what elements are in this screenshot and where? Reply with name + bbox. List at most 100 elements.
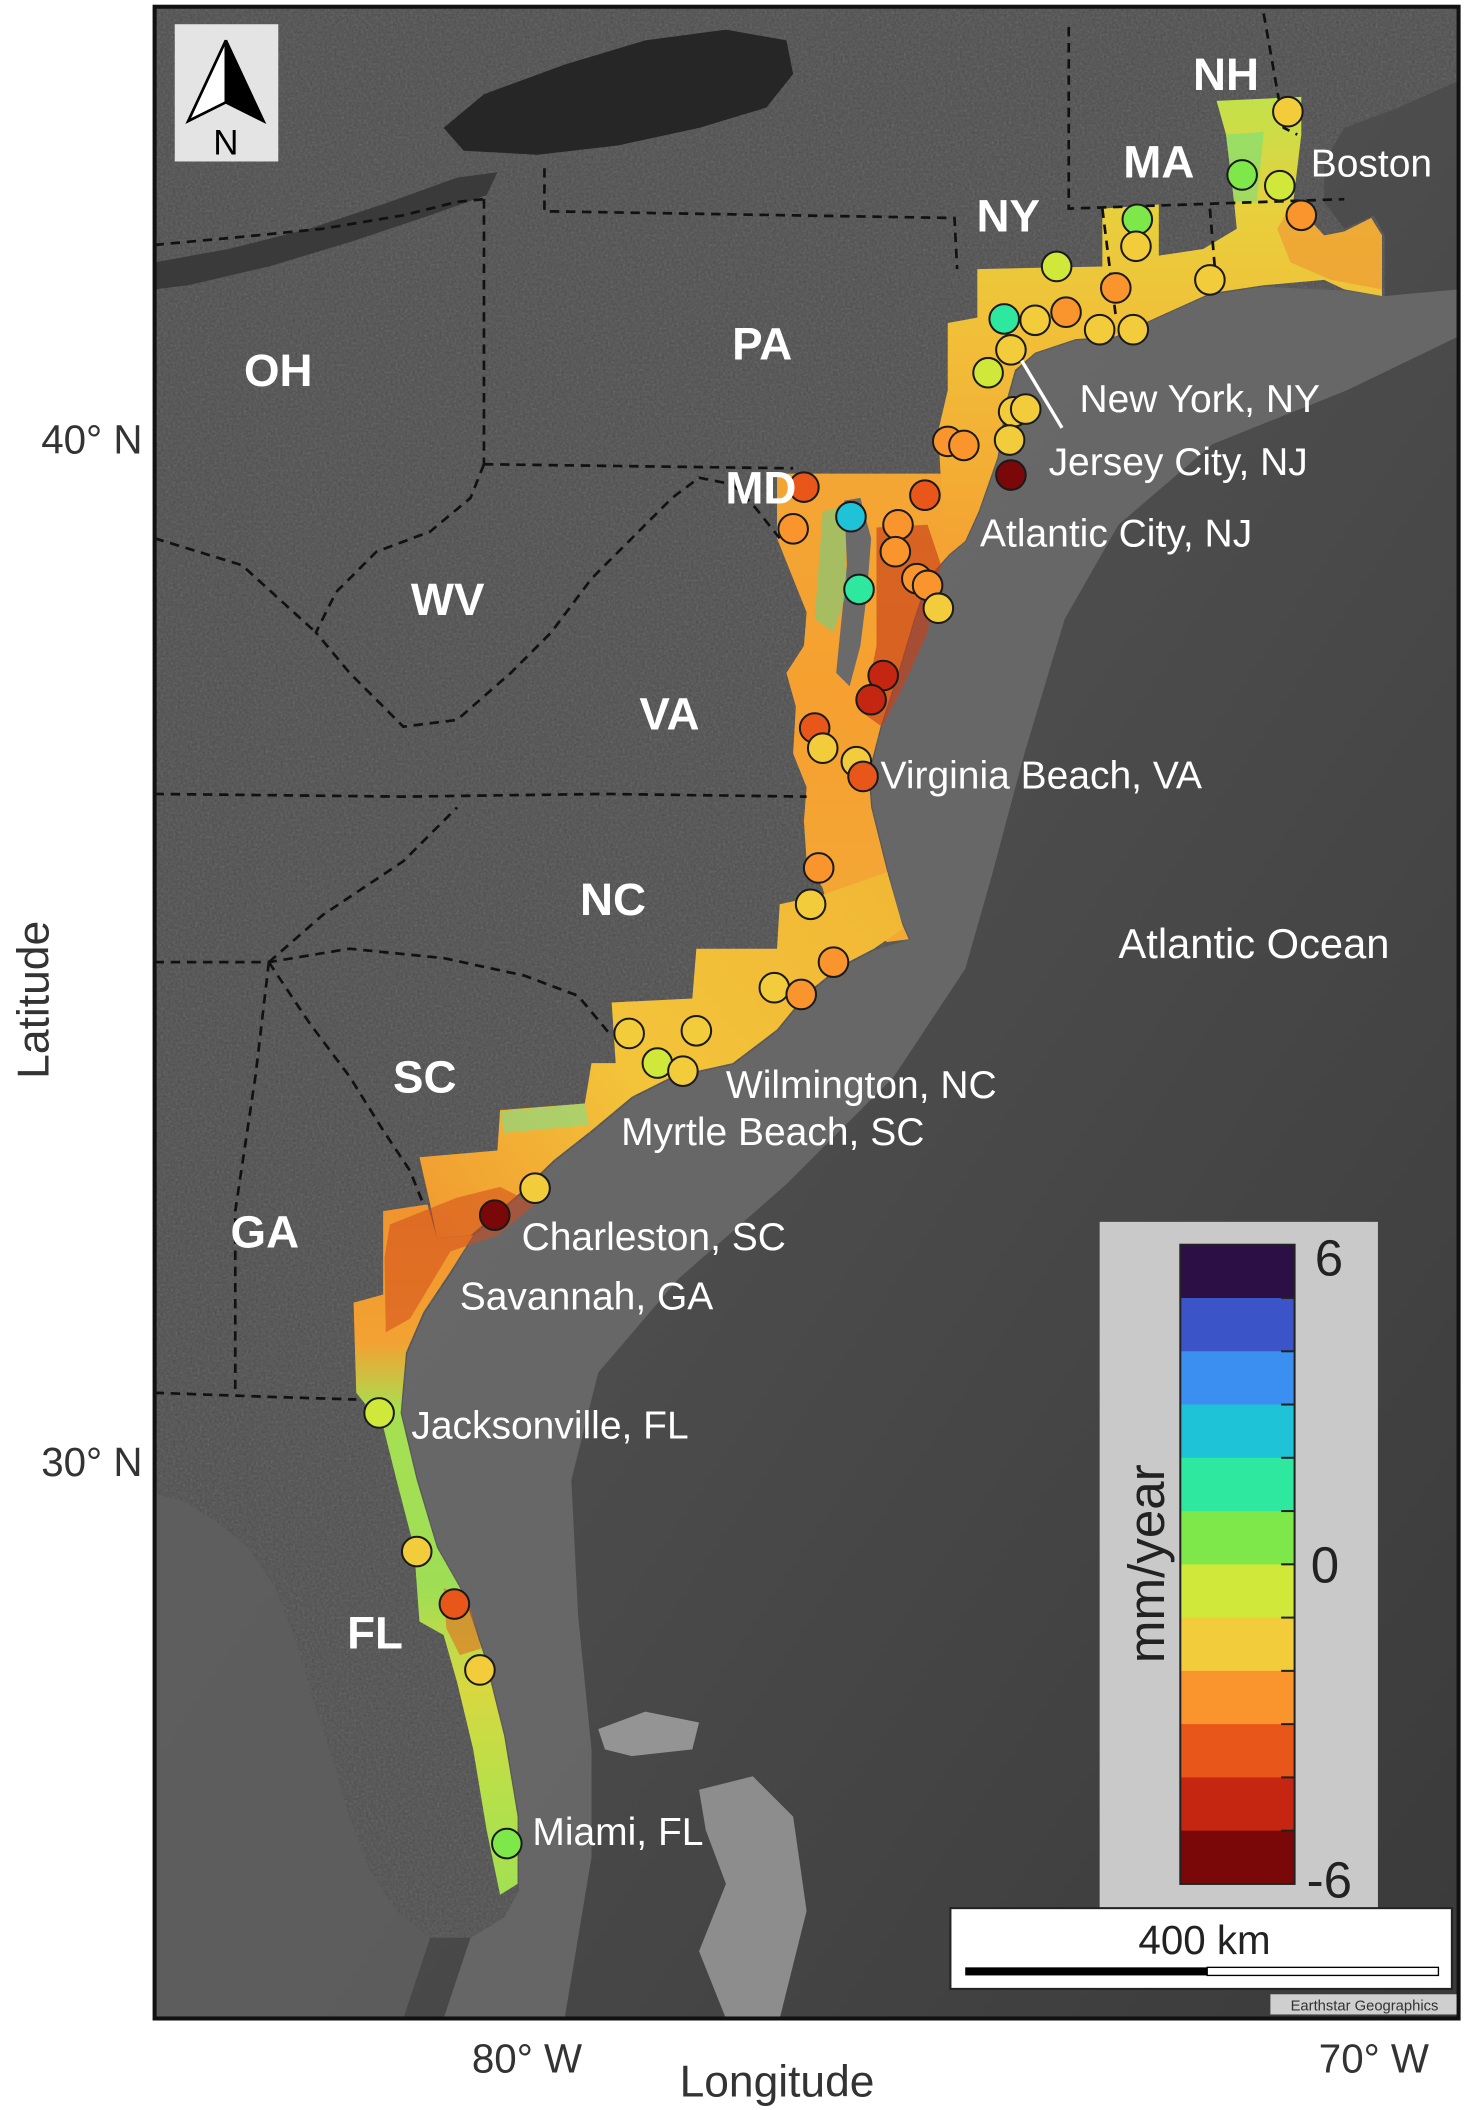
legend-min-label: -6: [1307, 1851, 1352, 1908]
station-marker: [519, 1172, 551, 1205]
city-label-atlantic-city: Atlantic City, NJ: [980, 512, 1252, 555]
station-marker: [995, 334, 1027, 366]
station-marker: [478, 1199, 511, 1231]
legend-title: mm/year: [1118, 1464, 1175, 1663]
station-marker: [667, 1055, 699, 1087]
map-panel: NH MA NY PA OH MD WV VA NC SC GA FL Bost…: [154, 6, 1459, 2019]
station-marker: [948, 429, 980, 462]
city-label-myrtle-beach: Myrtle Beach, SC: [621, 1111, 924, 1154]
continental-shelf: [401, 286, 1459, 2019]
state-label-pa: PA: [732, 318, 792, 369]
station-marker: [843, 573, 875, 606]
station-marker: [400, 1535, 433, 1568]
y-tick-label-40n: 40° N: [41, 416, 142, 462]
station-marker: [1120, 230, 1152, 263]
colorbar-segment: [1180, 1351, 1295, 1406]
station-marker: [438, 1588, 471, 1620]
state-label-oh: OH: [244, 345, 313, 396]
ocean-label: Atlantic Ocean: [1118, 920, 1389, 967]
station-marker: [1040, 250, 1073, 283]
station-marker: [1226, 159, 1258, 191]
state-label-md: MD: [725, 462, 796, 513]
legend-max-label: 6: [1315, 1230, 1343, 1287]
state-borders: [154, 13, 1345, 1401]
colorbar-segment: [1180, 1298, 1295, 1352]
velocity-patch-sc-green: [500, 1103, 589, 1134]
station-marker: [788, 471, 820, 503]
lake-ontario: [443, 29, 794, 155]
station-marker: [817, 946, 850, 978]
station-marker: [879, 535, 912, 568]
station-marker: [806, 732, 839, 765]
bahamas-bank: [699, 1776, 807, 2019]
station-marker: [1194, 264, 1226, 296]
station-markers: [363, 95, 1318, 1860]
new-york-pointer-line: [1020, 359, 1064, 429]
colorbar-segment: [1180, 1617, 1295, 1672]
x-tick-label-80w: 80° W: [472, 2035, 582, 2081]
state-label-nc: NC: [580, 874, 646, 925]
station-marker: [922, 592, 955, 625]
station-marker: [1117, 313, 1150, 346]
y-tick-label-30n: 30° N: [41, 1439, 142, 1485]
station-marker: [1083, 313, 1116, 346]
station-marker: [464, 1654, 496, 1686]
station-marker: [1019, 304, 1051, 337]
station-marker: [993, 424, 1026, 456]
continental-shelf-gulf: [154, 1493, 431, 2019]
scale-bar-segment-empty: [1206, 1966, 1440, 1977]
north-arrow-label: N: [213, 124, 238, 163]
state-label-nh: NH: [1193, 49, 1259, 100]
station-marker: [785, 978, 818, 1011]
colorbar-segment: [1180, 1404, 1295, 1459]
station-marker: [758, 971, 791, 1004]
state-label-fl: FL: [347, 1607, 403, 1658]
city-label-wilmington: Wilmington, NC: [726, 1064, 997, 1107]
colorbar-segment: [1180, 1511, 1295, 1566]
legend-zero-label: 0: [1311, 1536, 1339, 1593]
north-arrow: N: [174, 24, 279, 163]
station-marker: [1263, 169, 1296, 202]
scale-bar: 400 km: [949, 1907, 1453, 1990]
station-marker: [777, 513, 809, 545]
colorbar-segment: [1180, 1244, 1295, 1299]
station-marker: [855, 683, 887, 716]
colorbar-segment: [1180, 1670, 1295, 1725]
state-labels: NH MA NY PA OH MD WV VA NC SC GA FL: [231, 49, 1259, 1658]
station-marker: [1050, 296, 1082, 329]
colorbar-outline: [1179, 1243, 1296, 1885]
state-label-ny: NY: [976, 190, 1039, 241]
attribution-box: [1270, 1994, 1459, 2015]
map-frame: [152, 4, 1461, 2021]
x-tick-label-70w: 70° W: [1319, 2035, 1429, 2081]
station-marker: [882, 508, 914, 541]
lake-erie: [154, 172, 498, 290]
scale-bar-segment-filled: [965, 1967, 1208, 1976]
north-arrow-icon-shade: [224, 39, 267, 125]
colorbar-segment: [1180, 1777, 1295, 1832]
city-label-boston: Boston: [1311, 142, 1432, 185]
station-marker: [847, 760, 879, 793]
colorbar-segment: [1180, 1564, 1295, 1619]
city-label-savannah: Savannah, GA: [460, 1275, 714, 1318]
city-label-new-york: New York, NY: [1079, 378, 1319, 421]
station-marker: [363, 1397, 395, 1429]
city-label-charleston: Charleston, SC: [522, 1216, 786, 1259]
city-label-jersey-city: Jersey City, NJ: [1049, 441, 1308, 484]
state-label-sc: SC: [393, 1052, 456, 1103]
x-axis-title: Longitude: [680, 2058, 875, 2107]
velocity-strip-ga-fl: [353, 1204, 518, 1895]
bahamas-island: [598, 1711, 700, 1757]
city-label-virginia-beach: Virginia Beach, VA: [881, 755, 1202, 798]
state-label-ga: GA: [231, 1206, 300, 1257]
station-marker: [1009, 393, 1042, 425]
station-marker: [680, 1014, 713, 1047]
station-marker: [988, 303, 1021, 335]
station-marker: [1285, 199, 1318, 232]
city-label-jacksonville: Jacksonville, FL: [411, 1404, 688, 1447]
city-label-miami: Miami, FL: [532, 1811, 703, 1854]
legend: 6 0 -6 mm/year: [1099, 1221, 1378, 1908]
station-marker: [491, 1827, 523, 1860]
colorbar-segment: [1180, 1457, 1295, 1512]
